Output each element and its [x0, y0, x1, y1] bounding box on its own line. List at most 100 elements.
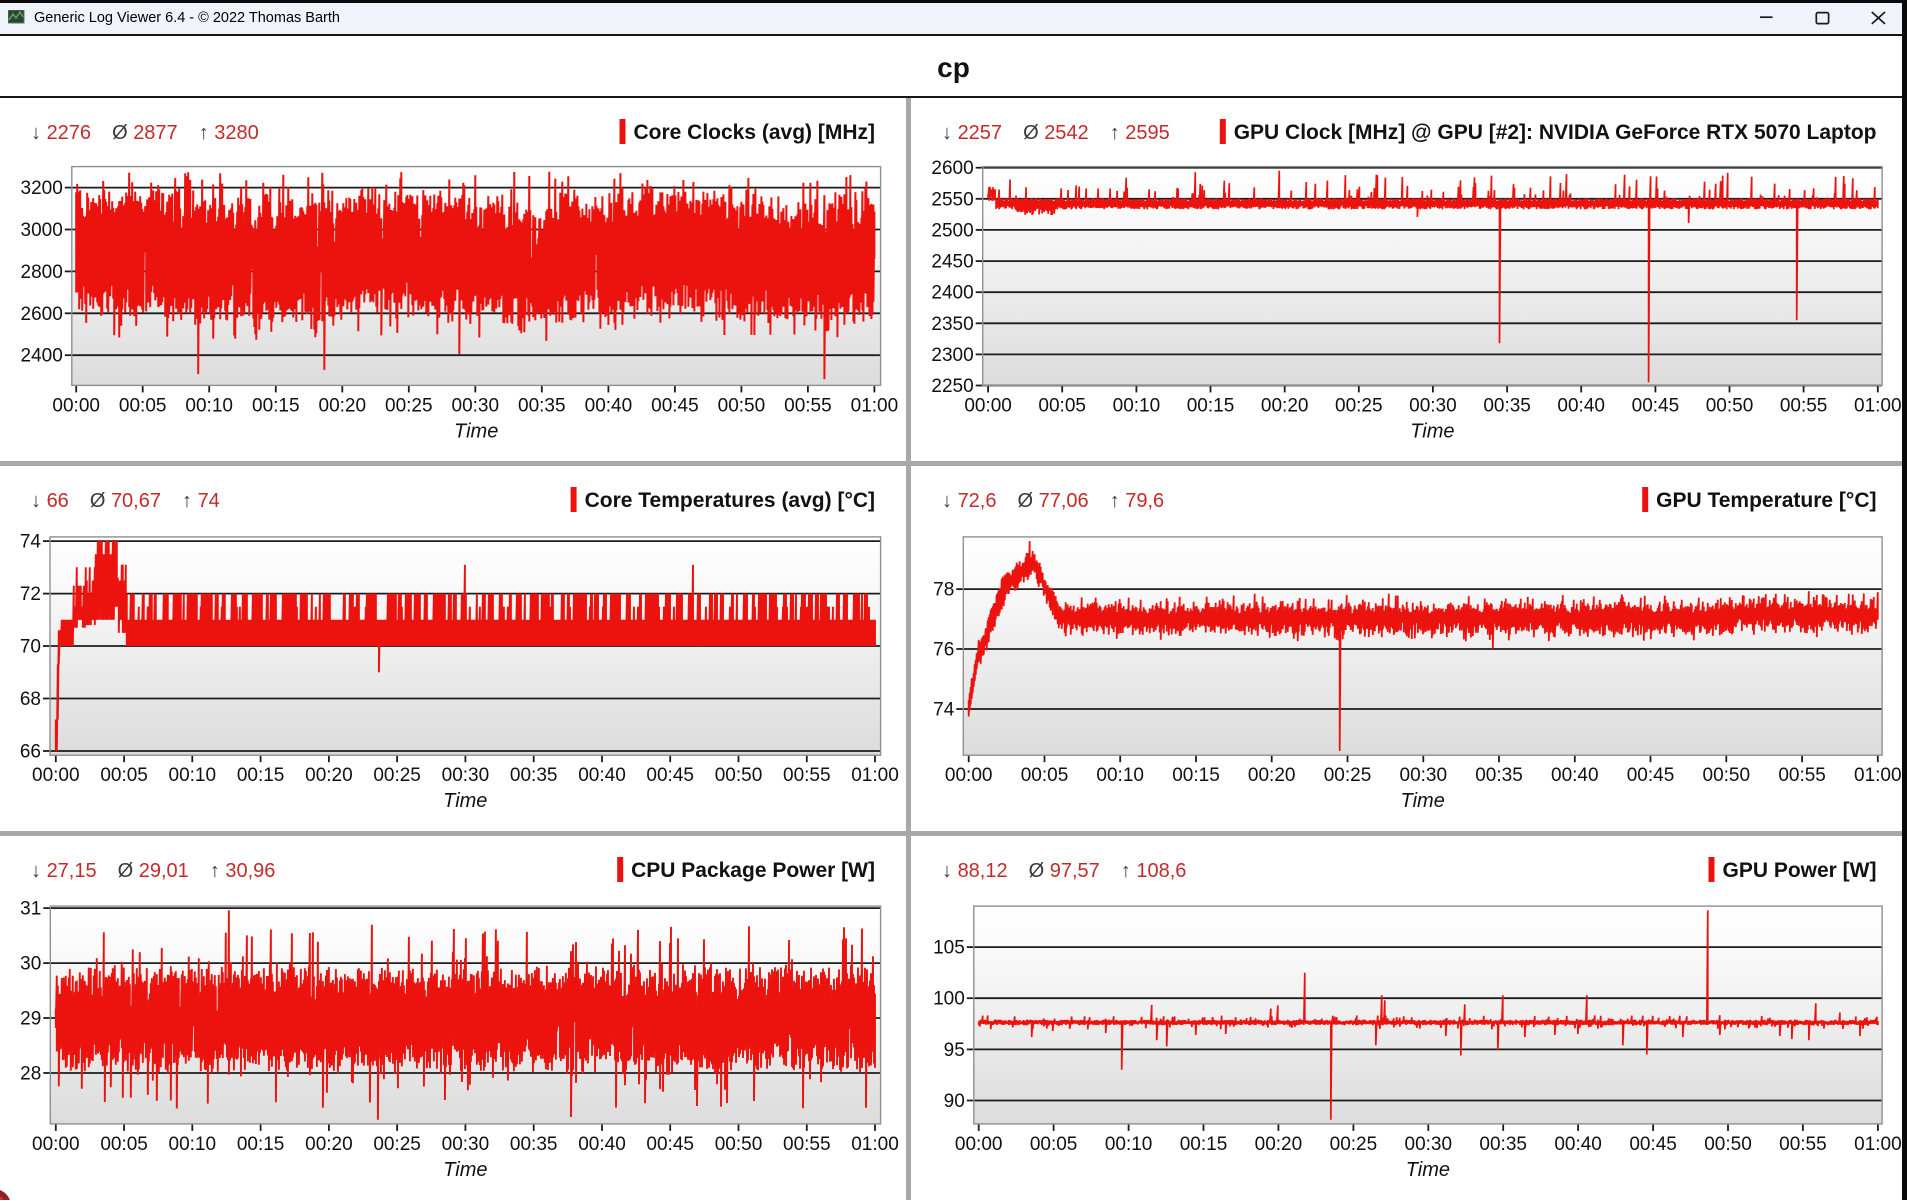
svg-text:↓ 27,15Ø 29,01↑ 30,96: ↓ 27,15 Ø 29,01 ↑ 30,96: [31, 860, 275, 882]
svg-text:00:50: 00:50: [1705, 395, 1753, 416]
svg-text:2600: 2600: [931, 158, 973, 179]
svg-text:00:05: 00:05: [1029, 1134, 1077, 1155]
svg-text:↓ 88,12Ø 97,57↑ 108,6: ↓ 88,12 Ø 97,57 ↑ 108,6: [942, 860, 1186, 882]
svg-text:00:55: 00:55: [1778, 765, 1826, 786]
svg-text:GPU Power [W]: GPU Power [W]: [1722, 859, 1876, 882]
svg-text:78: 78: [933, 580, 954, 601]
svg-text:01:00: 01:00: [851, 1134, 899, 1155]
svg-text:00:30: 00:30: [442, 1134, 490, 1155]
svg-text:00:10: 00:10: [1096, 765, 1144, 786]
svg-text:3000: 3000: [21, 220, 63, 241]
svg-text:2400: 2400: [21, 346, 63, 367]
svg-text:00:00: 00:00: [32, 765, 80, 786]
svg-text:00:45: 00:45: [1626, 765, 1674, 786]
svg-text:00:20: 00:20: [1254, 1134, 1302, 1155]
svg-text:00:35: 00:35: [1475, 765, 1523, 786]
svg-text:01:00: 01:00: [1854, 395, 1902, 416]
svg-text:00:15: 00:15: [237, 1134, 285, 1155]
svg-text:00:05: 00:05: [119, 395, 167, 416]
svg-text:00:30: 00:30: [1399, 765, 1447, 786]
svg-text:00:50: 00:50: [1702, 765, 1750, 786]
svg-text:2800: 2800: [21, 262, 63, 283]
svg-text:74: 74: [933, 700, 955, 721]
svg-text:00:05: 00:05: [1038, 395, 1086, 416]
svg-text:2450: 2450: [931, 252, 973, 273]
svg-text:00:00: 00:00: [944, 765, 992, 786]
svg-text:00:20: 00:20: [319, 395, 367, 416]
svg-text:00:50: 00:50: [715, 765, 763, 786]
svg-text:00:45: 00:45: [1631, 395, 1679, 416]
svg-text:00:45: 00:45: [646, 1134, 694, 1155]
svg-text:2250: 2250: [931, 376, 973, 397]
svg-text:GPU Temperature [°C]: GPU Temperature [°C]: [1656, 489, 1876, 512]
svg-text:00:10: 00:10: [185, 395, 233, 416]
svg-text:76: 76: [933, 640, 954, 661]
svg-text:00:40: 00:40: [1551, 765, 1599, 786]
svg-text:00:25: 00:25: [1329, 1134, 1377, 1155]
svg-text:00:00: 00:00: [32, 1134, 80, 1155]
svg-text:00:15: 00:15: [237, 765, 285, 786]
svg-text:00:10: 00:10: [169, 1134, 217, 1155]
svg-text:00:25: 00:25: [1323, 765, 1371, 786]
svg-text:3200: 3200: [21, 178, 63, 199]
svg-text:Core Temperatures (avg) [°C]: Core Temperatures (avg) [°C]: [585, 489, 875, 512]
svg-text:2350: 2350: [931, 314, 973, 335]
svg-text:00:10: 00:10: [169, 765, 217, 786]
svg-text:GPU Clock [MHz] @ GPU [#2]: NV: GPU Clock [MHz] @ GPU [#2]: NVIDIA GeFor…: [1233, 121, 1876, 144]
svg-text:100: 100: [933, 989, 965, 1010]
svg-text:00:20: 00:20: [305, 1134, 353, 1155]
svg-text:2400: 2400: [931, 283, 973, 304]
svg-text:28: 28: [20, 1064, 41, 1085]
svg-text:68: 68: [20, 689, 41, 710]
svg-text:95: 95: [943, 1040, 964, 1061]
svg-text:00:45: 00:45: [646, 765, 694, 786]
svg-text:00:50: 00:50: [715, 1134, 763, 1155]
svg-text:00:20: 00:20: [1260, 395, 1308, 416]
svg-text:00:00: 00:00: [52, 395, 100, 416]
svg-text:00:50: 00:50: [1704, 1134, 1752, 1155]
svg-text:00:40: 00:40: [1557, 395, 1605, 416]
svg-text:00:30: 00:30: [1404, 1134, 1452, 1155]
svg-text:00:30: 00:30: [442, 765, 490, 786]
svg-text:2300: 2300: [931, 345, 973, 366]
svg-text:00:35: 00:35: [510, 765, 558, 786]
svg-text:00:05: 00:05: [100, 765, 148, 786]
svg-text:Time: Time: [454, 420, 498, 442]
svg-text:Time: Time: [443, 1159, 487, 1181]
svg-text:31: 31: [20, 899, 41, 920]
svg-text:↓ 66Ø 70,67↑ 74: ↓ 66 Ø 70,67 ↑ 74: [31, 490, 220, 512]
svg-text:01:00: 01:00: [851, 395, 899, 416]
svg-text:Time: Time: [1410, 420, 1454, 442]
svg-text:↓ 72,6Ø 77,06↑ 79,6: ↓ 72,6 Ø 77,06 ↑ 79,6: [942, 490, 1164, 512]
svg-text:90: 90: [943, 1091, 964, 1112]
svg-text:Time: Time: [1405, 1159, 1449, 1181]
svg-text:00:25: 00:25: [373, 1134, 421, 1155]
svg-text:00:15: 00:15: [1172, 765, 1220, 786]
svg-text:105: 105: [933, 938, 965, 959]
svg-text:00:05: 00:05: [1020, 765, 1068, 786]
svg-text:00:55: 00:55: [783, 1134, 831, 1155]
svg-text:66: 66: [20, 742, 41, 763]
svg-text:2600: 2600: [21, 304, 63, 325]
svg-text:00:25: 00:25: [373, 765, 421, 786]
svg-text:00:00: 00:00: [954, 1134, 1002, 1155]
svg-text:00:55: 00:55: [1779, 1134, 1827, 1155]
svg-text:00:45: 00:45: [651, 395, 699, 416]
svg-text:00:15: 00:15: [252, 395, 300, 416]
svg-text:01:00: 01:00: [851, 765, 899, 786]
svg-text:70: 70: [20, 637, 41, 658]
svg-text:01:00: 01:00: [1854, 1134, 1902, 1155]
svg-text:74: 74: [20, 532, 42, 553]
svg-text:29: 29: [20, 1009, 41, 1030]
svg-text:00:30: 00:30: [1409, 395, 1457, 416]
svg-text:72: 72: [20, 584, 41, 605]
svg-text:00:40: 00:40: [578, 765, 626, 786]
svg-text:00:35: 00:35: [1483, 395, 1531, 416]
svg-text:00:15: 00:15: [1186, 395, 1234, 416]
svg-text:Core Clocks (avg) [MHz]: Core Clocks (avg) [MHz]: [633, 121, 875, 144]
svg-text:00:30: 00:30: [452, 395, 500, 416]
svg-text:00:25: 00:25: [385, 395, 433, 416]
svg-text:00:15: 00:15: [1179, 1134, 1227, 1155]
